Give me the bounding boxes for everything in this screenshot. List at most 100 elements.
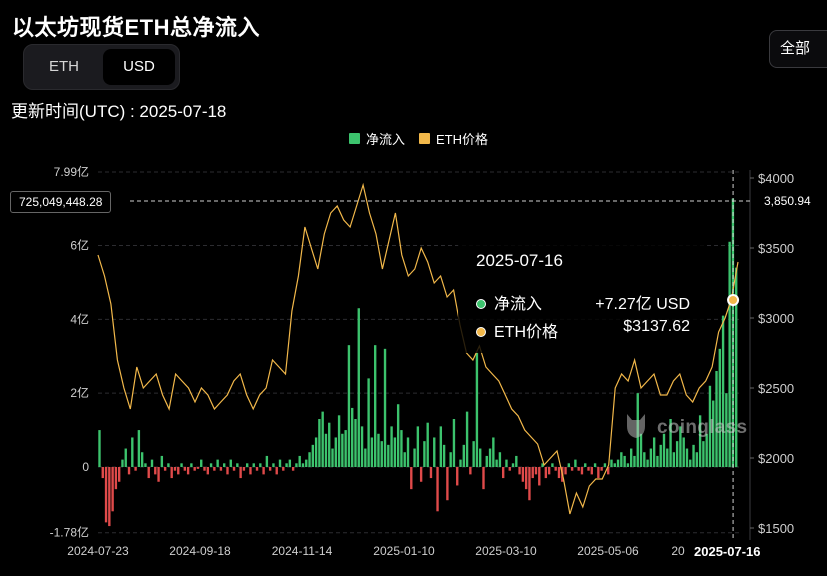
- flow-bar: [439, 426, 443, 467]
- flow-bar: [698, 415, 702, 467]
- flow-bar: [584, 463, 587, 467]
- page-title: 以太坊现货ETH总净流入: [12, 15, 261, 40]
- flow-bar: [567, 463, 571, 467]
- price-highlight-point: [727, 294, 740, 306]
- flow-bar: [685, 448, 689, 467]
- legend-item-price[interactable]: ETH价格: [419, 129, 488, 148]
- chart-tooltip: 2025-07-16 净流入 +7.27亿 USD ETH价格 $3137.62: [458, 233, 704, 353]
- flow-bar: [590, 467, 593, 475]
- flow-bar: [311, 444, 315, 467]
- flow-bar: [495, 459, 498, 467]
- flow-bar: [213, 467, 216, 471]
- flow-bar: [423, 441, 426, 467]
- flow-bar: [459, 459, 462, 467]
- x-axis-tick-label: 20: [671, 544, 685, 558]
- flow-bar: [623, 455, 626, 467]
- range-select-button[interactable]: 全部: [769, 30, 827, 68]
- flow-bar: [465, 411, 469, 467]
- flow-bar: [629, 448, 633, 467]
- flow-bar: [472, 441, 475, 467]
- tooltip-row-flow: 净流入 +7.27亿 USD: [476, 290, 690, 314]
- left-axis-tick-label: 7.99亿: [54, 164, 89, 179]
- flow-bar: [669, 419, 672, 467]
- flow-bar: [163, 467, 167, 471]
- range-select-label: 全部: [780, 40, 811, 57]
- flow-bar: [728, 241, 731, 467]
- flow-bar: [278, 459, 282, 467]
- usd-toggle-option[interactable]: USD: [103, 49, 175, 85]
- legend-swatch-price: [419, 133, 431, 144]
- flow-bar: [337, 415, 341, 467]
- flow-bar: [357, 308, 360, 467]
- flow-bar: [574, 459, 577, 467]
- flow-bar: [144, 463, 147, 467]
- flow-bar: [154, 467, 157, 475]
- right-axis-tick-label: $4000: [758, 171, 794, 186]
- left-axis-tick-label: 2亿: [70, 385, 89, 400]
- crosshair-price-label: 3,850.94: [758, 191, 817, 211]
- x-axis-tick-label: 2024-11-14: [272, 544, 333, 558]
- flow-bar: [393, 437, 397, 467]
- flow-bar: [360, 426, 364, 467]
- chart-legend: 净流入 ETH价格: [349, 129, 488, 148]
- flow-bar: [377, 433, 380, 467]
- flow-bar: [712, 400, 715, 467]
- flow-bar: [403, 452, 406, 467]
- flow-bar: [406, 437, 410, 467]
- left-axis-tick-label: -1.78亿: [50, 525, 89, 540]
- flow-bar: [354, 419, 357, 467]
- right-axis-tick-label: $2500: [758, 381, 794, 396]
- flow-bar: [180, 463, 183, 467]
- flow-bar: [587, 467, 590, 471]
- flow-bar: [301, 463, 305, 467]
- x-axis-tick-label: 2024-09-18: [169, 544, 231, 558]
- flow-bar: [570, 467, 574, 471]
- flow-bar: [577, 467, 580, 471]
- legend-swatch-flow: [349, 133, 360, 144]
- flow-bar: [226, 467, 229, 475]
- flow-bar: [600, 467, 603, 471]
- x-axis-tick-label: 2024-07-23: [67, 544, 129, 558]
- flow-bar: [721, 315, 725, 467]
- price-line: [97, 182, 739, 515]
- flow-bar: [295, 463, 298, 467]
- flow-bar: [282, 467, 285, 471]
- flow-bar: [482, 467, 485, 490]
- flow-bar: [413, 448, 416, 467]
- update-time-label: 更新时间(UTC) : 2025-07-18: [11, 102, 227, 121]
- right-axis-tick-label: $2000: [758, 451, 794, 466]
- legend-label-flow: 净流入: [366, 132, 406, 147]
- flow-bar: [127, 467, 131, 475]
- flow-bar: [259, 463, 262, 467]
- flow-bar: [564, 467, 567, 475]
- left-axis-tick-label: 4亿: [70, 311, 89, 326]
- flow-bar: [433, 437, 436, 467]
- flow-bar: [170, 467, 173, 479]
- flow-bar: [603, 463, 607, 467]
- left-axis-tick-label: 6亿: [70, 237, 89, 252]
- currency-toggle: ETH USD: [23, 44, 180, 90]
- flow-bar: [328, 422, 331, 467]
- flow-bar: [305, 459, 308, 467]
- flow-bar: [314, 437, 318, 467]
- flow-bar: [203, 467, 206, 471]
- flow-bar: [285, 463, 288, 467]
- flow-bar: [140, 452, 144, 467]
- flow-bar: [554, 467, 557, 471]
- flow-bar: [108, 467, 111, 527]
- flow-bar: [131, 437, 134, 467]
- flow-bar: [344, 430, 347, 467]
- flow-bar: [183, 467, 187, 471]
- flow-bar: [216, 459, 219, 467]
- flow-bar: [689, 459, 692, 467]
- eth-toggle-option[interactable]: ETH: [49, 58, 79, 75]
- flow-bar: [656, 455, 659, 467]
- flow-bar: [672, 452, 676, 467]
- legend-item-flow[interactable]: 净流入: [349, 129, 405, 148]
- flow-bar: [324, 433, 328, 467]
- flow-bar: [492, 437, 495, 467]
- flow-bar: [101, 467, 104, 479]
- flow-bar: [521, 467, 525, 482]
- flow-bar: [229, 459, 232, 467]
